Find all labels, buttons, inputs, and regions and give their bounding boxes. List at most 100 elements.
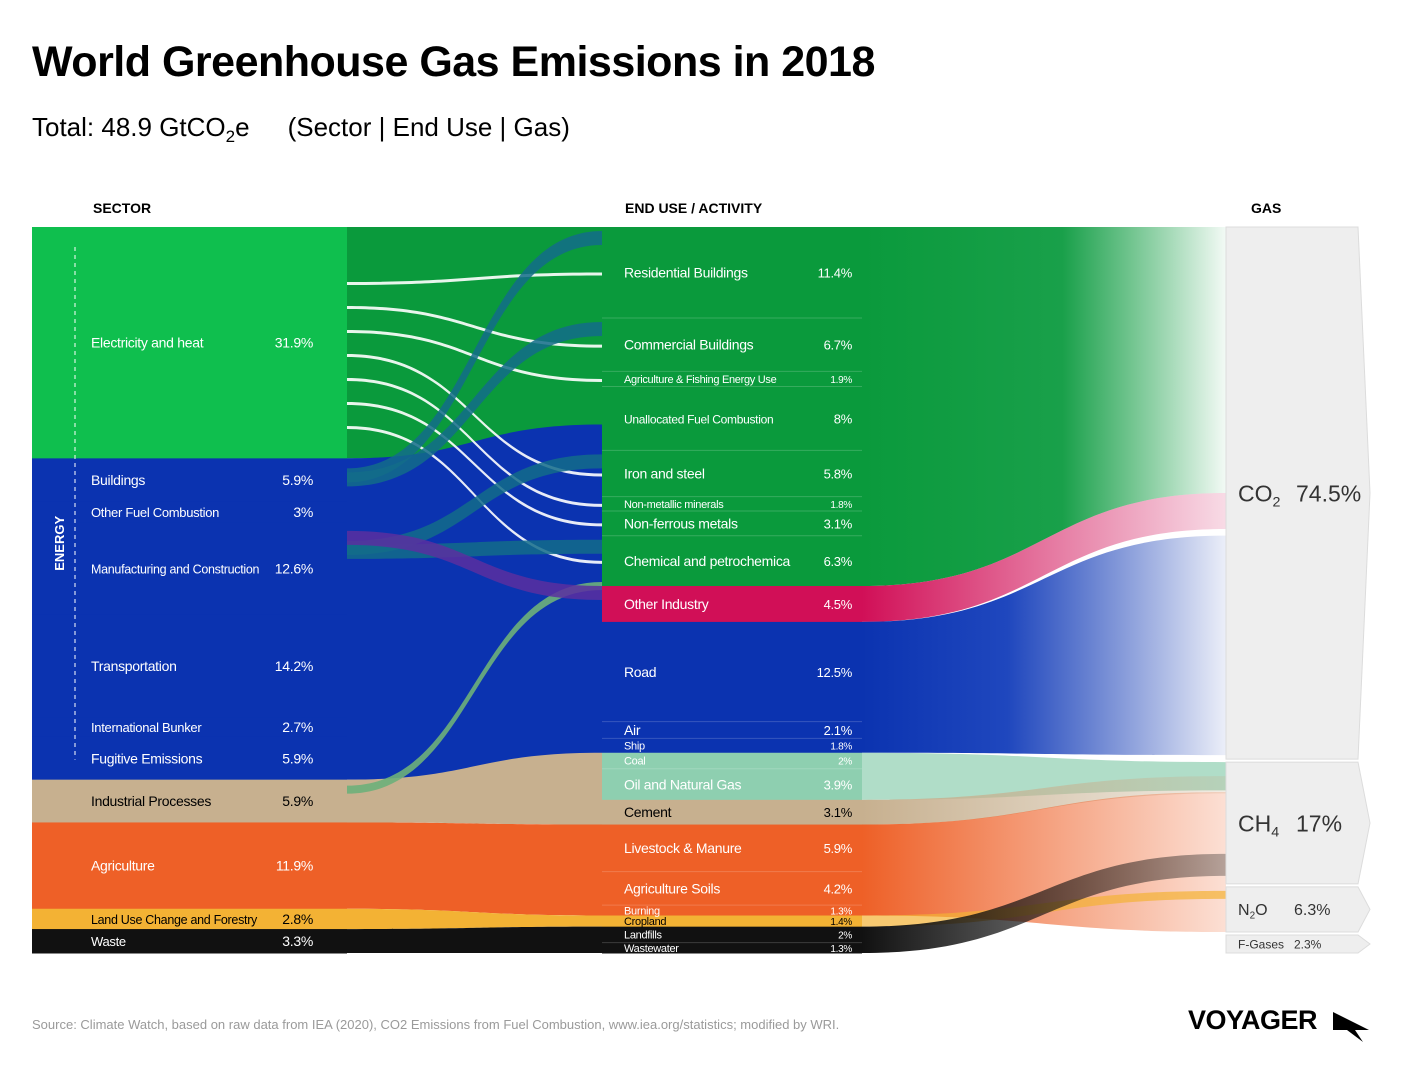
gas-node-n2o [1225,886,1371,933]
end-use-node-iron-and-steel [602,450,862,498]
gas-node-ch4 [1225,761,1371,885]
sector-labels: Electricity and heat 31.9% Buildings 5.9% Ot… [91,335,313,949]
sector-value-agriculture: 11.9% [276,858,313,874]
waste-flow [347,926,602,953]
chart-title: World Greenhouse Gas Emissions in 2018 [32,38,875,86]
end-use-node-cement [602,799,862,826]
end-use-label-unallocated-fuel-combustion: Unallocated Fuel Combustion [624,412,773,426]
gas-label-co2: CO2 [1238,480,1281,510]
sector-value-manufacturing-and-construction: 12.6% [275,561,313,577]
sector-node-land-use-change-and-forestry [32,908,347,930]
gas-label-ch4: CH4 [1238,810,1279,840]
cross-ribbon [347,231,602,483]
sector-node-international-bunker [32,717,347,738]
sector-value-industrial-processes: 5.9% [282,793,313,809]
end-use-value-chemical-and-petrochemica: 6.3% [824,554,853,569]
end-use-node-agriculture-fishing-energy-use [602,371,862,388]
gas-node-f-gases [1225,934,1371,954]
gas-label-f-gases: F-Gases [1238,937,1284,951]
end-use-label-cropland: Cropland [624,916,666,928]
end-use-value-burning: 1.3% [830,906,852,917]
end-use-node-residential-buildings [602,227,862,319]
end-use-label-burning: Burning [624,905,660,917]
end-use-value-other-industry: 4.5% [824,597,853,612]
split-ribbon [347,426,602,564]
column-header-sector: SECTOR [93,200,151,216]
end-use-label-non-metallic-minerals: Non-metallic minerals [624,499,724,511]
end-use-node-livestock-manure [602,824,862,873]
end-use-node-road [602,621,862,723]
sector-to-end-use-flows [347,227,602,953]
agriculture-flow [347,822,602,916]
electricity-band-fill [347,227,602,459]
end-use-node-landfills [602,926,862,944]
end-use-node-non-metallic-minerals [602,496,862,512]
column-header-end-use-activity: END USE / ACTIVITY [625,200,763,216]
end-use-node-non-ferrous-metals [602,511,862,537]
end-use-value-commercial-buildings: 6.7% [824,338,853,353]
end-use-label-chemical-and-petrochemica: Chemical and petrochemica [624,553,791,569]
land-use-flow [347,908,602,930]
sector-node-industrial-processes [32,779,347,823]
gas-value-co2: 74.5% [1296,480,1361,506]
sector-value-buildings: 5.9% [282,472,313,488]
split-ribbon [347,272,602,285]
sector-label-industrial-processes: Industrial Processes [91,793,211,809]
end-use-label-agriculture-fishing-energy-use: Agriculture & Fishing Energy Use [624,374,777,386]
sector-value-land-use-change-and-forestry: 2.8% [282,911,313,927]
end-use-node-cropland [602,915,862,928]
end-use-value-iron-and-steel: 5.8% [824,467,853,482]
gas-label-n2o: N2O [1238,902,1268,922]
sector-node-fugitive-emissions [32,736,347,781]
gas-value-f-gases: 2.3% [1294,937,1322,951]
end-use-label-livestock-manure: Livestock & Manure [624,840,742,856]
flow-to-gas-other_industry [862,493,1226,622]
flow-to-gas-green [862,227,1226,587]
total-label: Total: 48.9 GtCO [32,112,226,142]
sector-node-other-fuel-combustion [32,501,347,524]
split-ribbon [347,378,602,507]
sector-value-fugitive-emissions: 5.9% [282,750,313,766]
sector-value-transportation: 14.2% [275,658,313,674]
end-use-value-oil-and-natural-gas: 3.9% [824,777,853,792]
end-use-label-commercial-buildings: Commercial Buildings [624,337,754,353]
sector-value-international-bunker: 2.7% [282,719,313,735]
end-use-label-other-industry: Other Industry [624,596,709,612]
end-use-labels: Residential Buildings 11.4% Commercial Bui… [624,264,853,954]
end-use-value-agriculture-fishing-energy-use: 1.9% [830,375,852,386]
gas-nodes [1225,226,1371,954]
end-use-value-non-metallic-minerals: 1.8% [830,500,852,511]
source-note: Source: Climate Watch, based on raw data… [32,1017,840,1032]
sector-label-international-bunker: International Bunker [91,720,202,735]
flow-to-gas-industrial [862,776,1226,825]
sector-nodes [32,227,347,954]
energy-group-marker: ENERGY [52,247,76,760]
end-use-label-iron-and-steel: Iron and steel [624,466,705,482]
industrial-to-chemical-ribbon [347,582,602,794]
end-use-label-cement: Cement [624,804,672,820]
gas-node-co2 [1225,226,1371,760]
flow-to-gas-waste [862,853,1226,953]
sector-label-buildings: Buildings [91,472,145,488]
sector-label-agriculture: Agriculture [91,858,155,874]
end-use-value-air: 2.1% [824,723,853,738]
split-ribbon [347,306,602,348]
flow-to-gas-blue [862,535,1226,756]
end-use-label-wastewater: Wastewater [624,943,679,955]
brand-logo-text: VOYAGER [1188,1005,1318,1035]
sector-label-transportation: Transportation [91,658,177,674]
end-use-value-landfills: 2% [838,931,852,942]
column-headers: SECTOR END USE / ACTIVITY GAS [93,200,1281,216]
end-use-value-cement: 3.1% [824,805,853,820]
end-use-label-road: Road [624,664,656,680]
gas-labels: CO2 74.5% CH4 17% N2O 6.3% F-Gases 2.3% [1238,480,1361,951]
sector-value-other-fuel-combustion: 3% [293,504,313,520]
end-use-value-wastewater: 1.3% [830,944,852,955]
sector-node-electricity-and-heat [32,227,347,459]
end-use-node-other-industry [602,586,862,623]
end-use-node-burning [602,905,862,917]
end-use-node-air [602,721,862,739]
end-use-node-ship [602,738,862,754]
end-use-node-commercial-buildings [602,317,862,372]
